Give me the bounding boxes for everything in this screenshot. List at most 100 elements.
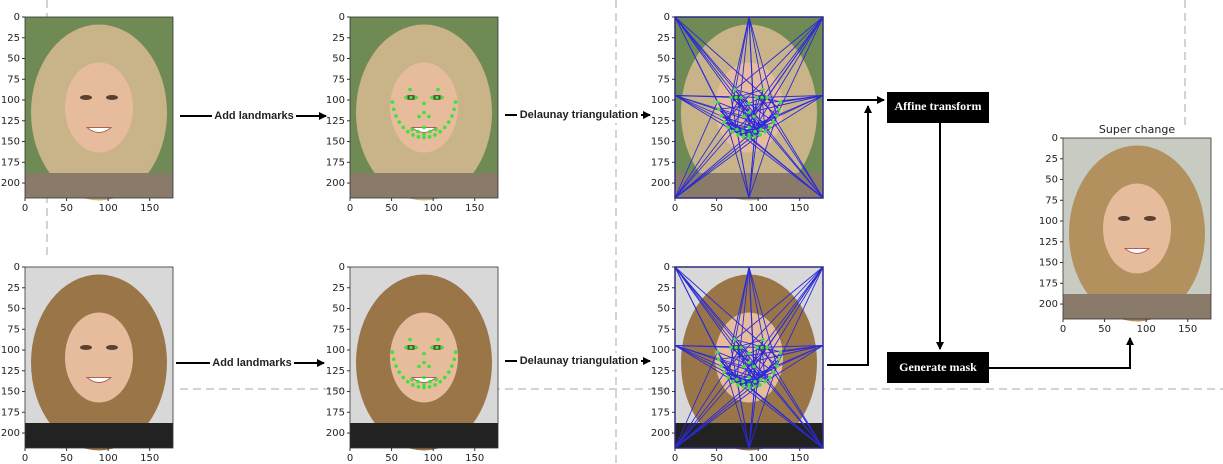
landmark bbox=[408, 87, 412, 92]
label-bg bbox=[517, 353, 641, 369]
landmark bbox=[394, 364, 398, 368]
x-tick-label: 150 bbox=[465, 203, 484, 214]
landmark bbox=[453, 350, 458, 354]
landmark bbox=[735, 377, 739, 382]
landmark bbox=[753, 379, 757, 384]
landmark bbox=[414, 95, 418, 100]
triangulation-edge bbox=[718, 358, 738, 380]
y-tick-label: 200 bbox=[326, 428, 345, 439]
landmark bbox=[438, 379, 442, 384]
landmark bbox=[733, 337, 737, 342]
landmark bbox=[755, 95, 759, 100]
triangulation-edge bbox=[734, 16, 824, 90]
triangulation-edge bbox=[720, 115, 762, 130]
triangulation-edge bbox=[748, 266, 824, 388]
landmark bbox=[716, 107, 721, 112]
y-tick-label: 150 bbox=[1, 137, 20, 148]
label-bg bbox=[210, 355, 294, 371]
y-tick-label: 175 bbox=[1, 157, 20, 168]
shoulders bbox=[25, 423, 173, 448]
eye bbox=[1118, 216, 1130, 221]
eye bbox=[106, 345, 118, 350]
plot-frame bbox=[1062, 137, 1212, 320]
triangulation-edge bbox=[736, 347, 768, 380]
landmark bbox=[742, 114, 746, 119]
triangulation-edge bbox=[734, 339, 781, 353]
landmark bbox=[741, 385, 746, 389]
mouth bbox=[85, 377, 113, 383]
mouth bbox=[85, 127, 113, 133]
y-tick-label: 100 bbox=[1039, 216, 1058, 227]
landmark bbox=[747, 351, 751, 356]
x-tick-label: 0 bbox=[22, 453, 28, 464]
landmark bbox=[739, 95, 743, 100]
plot-frame bbox=[349, 16, 499, 199]
landmark bbox=[761, 337, 765, 342]
x-tick-label: 150 bbox=[1178, 324, 1197, 335]
x-tick-label: 100 bbox=[749, 203, 768, 214]
y-tick-label: 50 bbox=[657, 54, 670, 65]
landmark bbox=[422, 382, 426, 387]
landmark bbox=[428, 129, 432, 134]
triangulation-edge bbox=[734, 89, 781, 103]
landmark bbox=[414, 345, 418, 350]
landmark bbox=[736, 383, 740, 387]
triangulation-edge bbox=[674, 16, 734, 132]
landmark bbox=[408, 337, 412, 342]
triangulation-edge bbox=[727, 127, 750, 199]
triangulation-edge bbox=[674, 351, 718, 449]
landmark bbox=[747, 132, 751, 137]
eye bbox=[80, 345, 92, 350]
triangulation-edge bbox=[748, 16, 764, 90]
x-tick-label: 100 bbox=[99, 203, 118, 214]
result-title: Super change bbox=[1099, 123, 1175, 136]
landmark bbox=[760, 95, 764, 100]
x-tick-label: 50 bbox=[60, 203, 73, 214]
x-tick-label: 0 bbox=[347, 453, 353, 464]
y-tick-label: 200 bbox=[326, 178, 345, 189]
face-plot: 0 25 50 75 100 125 150 175 200 0 50 100 150 bbox=[1, 12, 174, 214]
triangulation-edge bbox=[764, 95, 824, 133]
landmark bbox=[406, 379, 410, 384]
triangulation-edge bbox=[748, 16, 824, 138]
triangulation-edge bbox=[748, 95, 824, 113]
landmark bbox=[422, 101, 426, 106]
triangulation-edge bbox=[748, 266, 764, 340]
triangulation-edge bbox=[674, 266, 761, 386]
y-tick-label: 125 bbox=[326, 116, 345, 127]
y-tick-label: 50 bbox=[7, 54, 20, 65]
x-tick-label: 50 bbox=[60, 453, 73, 464]
triangulation-edge bbox=[718, 108, 738, 130]
y-tick-label: 25 bbox=[657, 283, 670, 294]
face bbox=[65, 312, 133, 403]
x-tick-label: 100 bbox=[424, 203, 443, 214]
face-plot: 0 25 50 75 100 125 150 175 200 0 50 100 150 bbox=[651, 262, 824, 464]
shoulders bbox=[350, 423, 498, 448]
triangulation-edge bbox=[674, 345, 770, 378]
triangulation-edge bbox=[748, 345, 824, 363]
triangulation-edge bbox=[764, 345, 824, 383]
triangulation-edge bbox=[730, 16, 750, 98]
face-plot: 0 25 50 75 100 125 150 175 200 0 50 100 150 bbox=[326, 262, 499, 464]
landmark bbox=[401, 375, 406, 380]
landmark bbox=[747, 101, 751, 106]
triangulation-edge bbox=[727, 16, 750, 128]
landmark bbox=[422, 125, 426, 130]
landmark bbox=[428, 379, 432, 384]
triangulation-edge bbox=[736, 129, 750, 199]
triangulation-edge bbox=[742, 362, 750, 382]
triangulation-edge bbox=[674, 381, 734, 449]
x-tick-label: 150 bbox=[790, 203, 809, 214]
x-tick-label: 150 bbox=[140, 453, 159, 464]
box-label: Generate mask bbox=[899, 360, 977, 374]
triangulation-edge bbox=[761, 16, 824, 98]
landmark bbox=[731, 129, 735, 134]
landmark bbox=[765, 345, 769, 350]
y-tick-label: 175 bbox=[651, 407, 670, 418]
mouth bbox=[1123, 248, 1151, 254]
y-tick-label: 150 bbox=[1039, 258, 1058, 269]
y-tick-label: 125 bbox=[1039, 237, 1058, 248]
landmark bbox=[747, 125, 751, 130]
y-tick-label: 175 bbox=[1039, 278, 1058, 289]
